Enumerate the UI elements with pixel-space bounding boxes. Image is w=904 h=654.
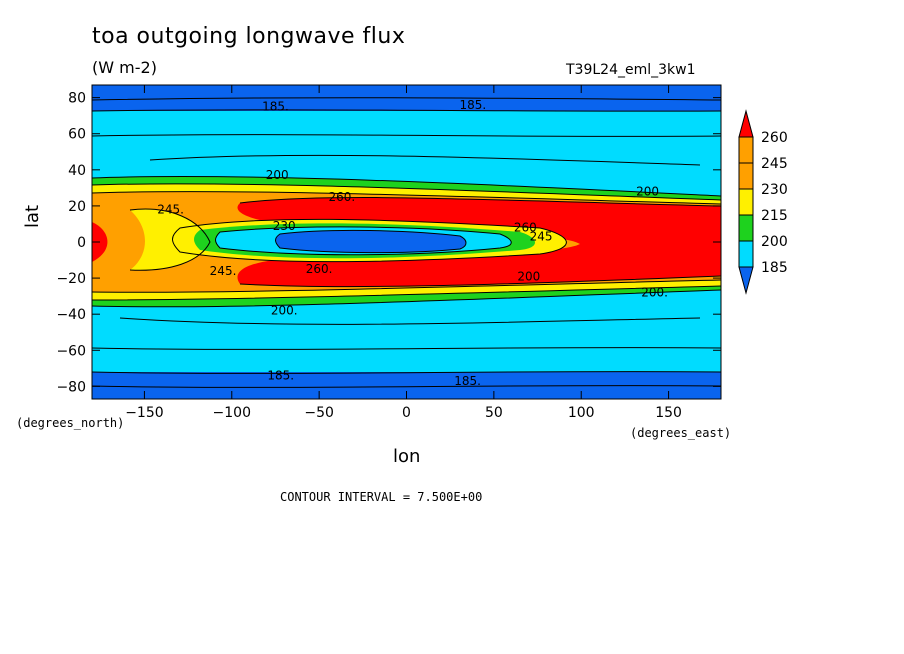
colorbar-segment: [738, 188, 754, 216]
colorbar-min-arrow: [738, 266, 754, 295]
y-tick-label: −60: [56, 343, 86, 359]
colorbar-segment: [738, 214, 754, 242]
contour-label: 185.: [267, 369, 294, 383]
x-axis: −150 −100 −50 0 50 100 150: [125, 85, 682, 421]
x-tick-label: −50: [304, 405, 334, 421]
contour-label: 200: [266, 168, 289, 182]
contour-label: 245.: [210, 264, 237, 278]
colorbar-label: 200: [761, 234, 788, 250]
x-tick-label: −150: [125, 405, 163, 421]
contour-label: 185.: [460, 98, 487, 112]
y-tick-label: −20: [56, 271, 86, 287]
plot-fill: [92, 85, 721, 399]
x-tick-label: 150: [655, 405, 682, 421]
y-tick-label: −40: [56, 307, 86, 323]
y-tick-label: 60: [68, 127, 86, 143]
x-tick-label: 100: [568, 405, 595, 421]
contour-interval: CONTOUR INTERVAL = 7.500E+00: [280, 490, 483, 504]
contour-label: 245: [530, 230, 553, 244]
contour-label: 200.: [271, 304, 298, 318]
contour-lines: [92, 97, 721, 388]
chart-title: toa outgoing longwave flux: [92, 24, 406, 49]
contour-label: 245.: [157, 203, 184, 217]
contour-label: 260.: [306, 262, 333, 276]
y-tick-label: 40: [68, 163, 86, 179]
colorbar-segment: [738, 162, 754, 190]
contour-label: 200: [517, 269, 540, 283]
x-axis-label: lon: [393, 446, 421, 467]
colorbar-segment: [738, 240, 754, 268]
x-tick-label: 0: [402, 405, 411, 421]
contour-label: 260.: [328, 190, 355, 204]
x-tick-label: −100: [213, 405, 251, 421]
colorbar-label: 215: [761, 208, 788, 224]
y-axis-label: lat: [22, 204, 43, 228]
colorbar-label: 245: [761, 156, 788, 172]
contour-label: 185.: [262, 100, 289, 114]
colorbar-label: 230: [761, 182, 788, 198]
colorbar-label: 260: [761, 130, 788, 146]
x-tick-label: 50: [485, 405, 503, 421]
colorbar-label: 185: [761, 260, 788, 276]
y-tick-label: 80: [68, 91, 86, 107]
y-axis-units: (degrees_north): [16, 416, 125, 430]
run-id: T39L24_eml_3kw1: [566, 62, 696, 78]
contour-label: 200.: [641, 286, 668, 300]
colorbar-max-arrow: [738, 109, 754, 138]
y-tick-label: 20: [68, 199, 86, 215]
y-tick-label: 0: [77, 235, 86, 251]
colorbar: 260 245 230 215 200 185: [738, 109, 788, 295]
y-tick-label: −80: [56, 379, 86, 395]
x-axis-units: (degrees_east): [630, 426, 732, 440]
contour-label: 260: [514, 221, 537, 235]
contour-label: 230: [273, 219, 296, 233]
colorbar-segment: [738, 136, 754, 164]
contour-label: 200: [636, 184, 659, 198]
contour-label: 185.: [454, 374, 481, 388]
chart-units: (W m-2): [92, 58, 157, 77]
